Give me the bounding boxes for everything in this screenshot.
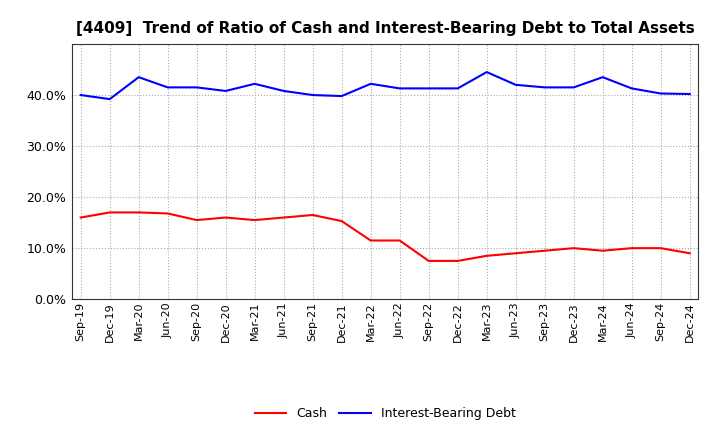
Interest-Bearing Debt <box>541 85 549 90</box>
Cash <box>685 251 694 256</box>
Interest-Bearing Debt <box>598 74 607 80</box>
Cash <box>511 251 520 256</box>
Interest-Bearing Debt <box>511 82 520 88</box>
Cash <box>570 246 578 251</box>
Interest-Bearing Debt <box>192 85 201 90</box>
Interest-Bearing Debt <box>338 93 346 99</box>
Interest-Bearing Debt <box>570 85 578 90</box>
Line: Interest-Bearing Debt: Interest-Bearing Debt <box>81 72 690 99</box>
Legend: Cash, Interest-Bearing Debt: Cash, Interest-Bearing Debt <box>250 403 521 425</box>
Cash <box>657 246 665 251</box>
Cash <box>105 210 114 215</box>
Cash <box>251 217 259 223</box>
Cash <box>541 248 549 253</box>
Cash <box>338 219 346 224</box>
Interest-Bearing Debt <box>366 81 375 86</box>
Interest-Bearing Debt <box>163 85 172 90</box>
Cash <box>279 215 288 220</box>
Cash <box>482 253 491 258</box>
Cash <box>76 215 85 220</box>
Cash <box>395 238 404 243</box>
Interest-Bearing Debt <box>627 86 636 91</box>
Cash <box>192 217 201 223</box>
Interest-Bearing Debt <box>308 92 317 98</box>
Interest-Bearing Debt <box>482 70 491 75</box>
Cash <box>366 238 375 243</box>
Cash <box>221 215 230 220</box>
Cash <box>598 248 607 253</box>
Cash <box>454 258 462 264</box>
Interest-Bearing Debt <box>454 86 462 91</box>
Interest-Bearing Debt <box>657 91 665 96</box>
Title: [4409]  Trend of Ratio of Cash and Interest-Bearing Debt to Total Assets: [4409] Trend of Ratio of Cash and Intere… <box>76 21 695 36</box>
Cash <box>163 211 172 216</box>
Cash <box>424 258 433 264</box>
Interest-Bearing Debt <box>221 88 230 94</box>
Cash <box>135 210 143 215</box>
Line: Cash: Cash <box>81 213 690 261</box>
Interest-Bearing Debt <box>279 88 288 94</box>
Cash <box>308 213 317 218</box>
Interest-Bearing Debt <box>395 86 404 91</box>
Interest-Bearing Debt <box>251 81 259 86</box>
Interest-Bearing Debt <box>685 92 694 97</box>
Cash <box>627 246 636 251</box>
Interest-Bearing Debt <box>424 86 433 91</box>
Interest-Bearing Debt <box>76 92 85 98</box>
Interest-Bearing Debt <box>135 74 143 80</box>
Interest-Bearing Debt <box>105 96 114 102</box>
